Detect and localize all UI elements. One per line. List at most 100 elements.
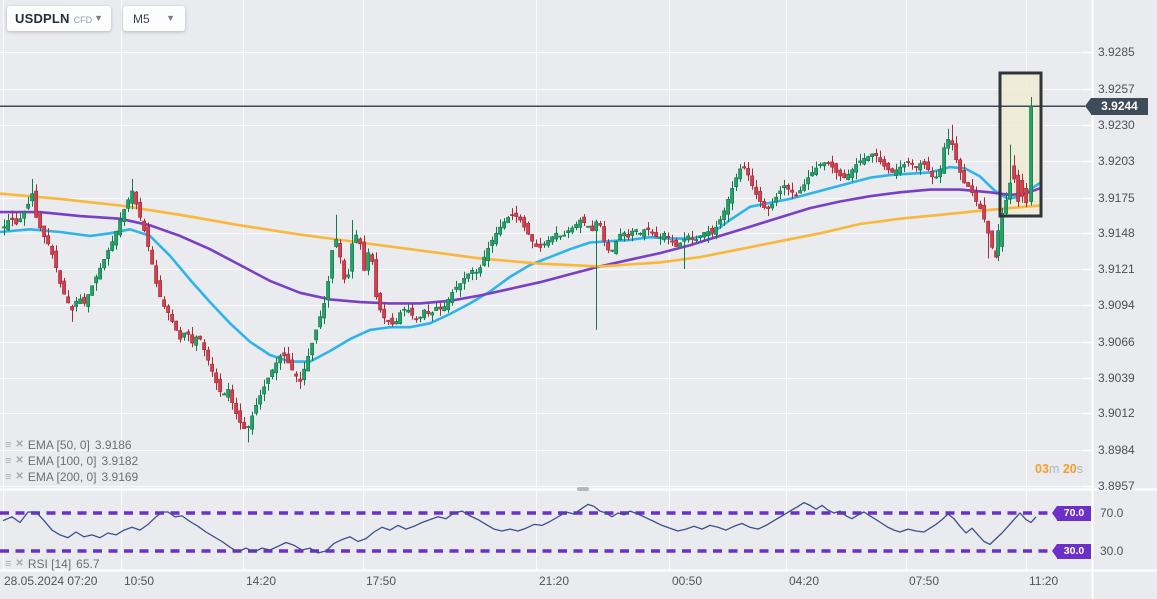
- legend-row-ema200: ≡ ✕ EMA [200, 0] 3.9169: [5, 470, 138, 484]
- symbol-type-label: CFD: [73, 14, 93, 25]
- candle: [314, 329, 319, 341]
- candle: [346, 274, 351, 278]
- candle: [10, 217, 15, 220]
- candle: [190, 334, 195, 344]
- candle: [874, 153, 879, 156]
- rsi-lower-level-badge: 30.0: [1052, 544, 1091, 559]
- price-axis-label: 3.9039: [1098, 370, 1135, 385]
- candle: [570, 227, 575, 233]
- candle: [326, 281, 331, 301]
- candle: [266, 377, 271, 384]
- candle: [526, 222, 531, 235]
- candle: [338, 242, 343, 258]
- indicator-value: 3.9186: [94, 438, 132, 452]
- candle: [638, 232, 643, 235]
- candle: [674, 239, 679, 247]
- candle: [790, 189, 795, 193]
- indicator-close-icon[interactable]: ✕: [15, 471, 24, 482]
- candle: [370, 254, 375, 262]
- candle: [462, 277, 467, 284]
- candle: [958, 159, 963, 173]
- chevron-down-icon: ▼: [166, 13, 175, 23]
- symbol-label: USDPLN: [15, 11, 70, 26]
- indicator-close-icon[interactable]: ✕: [15, 439, 24, 450]
- candle: [290, 359, 295, 371]
- candle: [546, 240, 551, 246]
- candle: [582, 216, 587, 223]
- candle: [698, 235, 703, 238]
- indicator-settings-icon[interactable]: ≡: [5, 454, 12, 467]
- candle: [478, 267, 483, 274]
- indicator-settings-icon[interactable]: ≡: [5, 470, 12, 483]
- candle: [706, 231, 711, 236]
- candle: [490, 240, 495, 246]
- indicator-close-icon[interactable]: ✕: [15, 558, 24, 569]
- candle: [530, 234, 535, 242]
- indicator-settings-icon[interactable]: ≡: [5, 557, 12, 570]
- candle: [766, 206, 771, 209]
- candle: [86, 294, 91, 307]
- candle: [306, 356, 311, 372]
- candle: [1012, 165, 1017, 180]
- indicator-label: EMA [100, 0]: [27, 454, 97, 468]
- candle: [642, 229, 647, 237]
- candle: [278, 355, 283, 364]
- candle: [506, 217, 511, 224]
- candle: [158, 280, 163, 298]
- candle: [26, 203, 31, 209]
- candle: [502, 221, 507, 229]
- candle: [774, 196, 779, 203]
- candle: [722, 210, 727, 220]
- timeframe-dropdown[interactable]: M5 ▼: [123, 6, 185, 31]
- candle: [850, 169, 855, 178]
- rsi-upper-axis-label: 70.0: [1100, 506, 1124, 520]
- price-axis-label: 3.9257: [1098, 82, 1135, 97]
- candle: [454, 286, 459, 290]
- candle: [818, 164, 823, 166]
- highlight-box[interactable]: [998, 71, 1043, 218]
- candle: [842, 173, 847, 179]
- candle: [202, 342, 207, 351]
- candle: [510, 214, 515, 217]
- candle: [522, 217, 527, 228]
- candle: [834, 163, 839, 173]
- timer-minutes-unit: m: [1048, 462, 1060, 476]
- candle: [494, 232, 499, 245]
- candle: [802, 184, 807, 191]
- indicator-settings-icon[interactable]: ≡: [5, 438, 12, 451]
- candle: [378, 292, 383, 311]
- indicator-close-icon[interactable]: ✕: [15, 455, 24, 466]
- candle: [730, 187, 735, 204]
- candle: [82, 296, 87, 304]
- candle: [594, 221, 599, 232]
- candle: [150, 249, 155, 265]
- candle: [534, 243, 539, 247]
- candle: [30, 193, 35, 202]
- symbol-dropdown[interactable]: USDPLN CFD ▼: [7, 6, 111, 31]
- ema50-line: [0, 165, 1042, 363]
- candle: [206, 349, 211, 361]
- candle: [94, 276, 99, 284]
- candle: [1024, 187, 1029, 204]
- candle: [446, 299, 451, 311]
- candle: [134, 191, 139, 205]
- candle: [770, 203, 775, 209]
- candle: [194, 336, 199, 346]
- legend-row-rsi: ≡ ✕ RSI [14] 65.7: [5, 557, 100, 571]
- time-axis-label: 11:20: [1029, 574, 1059, 588]
- candle: [126, 199, 131, 209]
- candles-layer: [2, 96, 1034, 443]
- price-axis-label: 3.9230: [1098, 117, 1135, 132]
- candle: [702, 232, 707, 238]
- candle: [646, 227, 651, 231]
- candle: [542, 243, 547, 246]
- candle: [302, 368, 307, 381]
- candle: [754, 186, 759, 195]
- indicator-label: EMA [200, 0]: [27, 470, 97, 484]
- time-axis-label: 14:20: [246, 574, 277, 588]
- candle: [1008, 182, 1013, 200]
- pane-resize-handle[interactable]: [577, 487, 589, 491]
- candle: [210, 363, 215, 372]
- candle: [978, 203, 983, 209]
